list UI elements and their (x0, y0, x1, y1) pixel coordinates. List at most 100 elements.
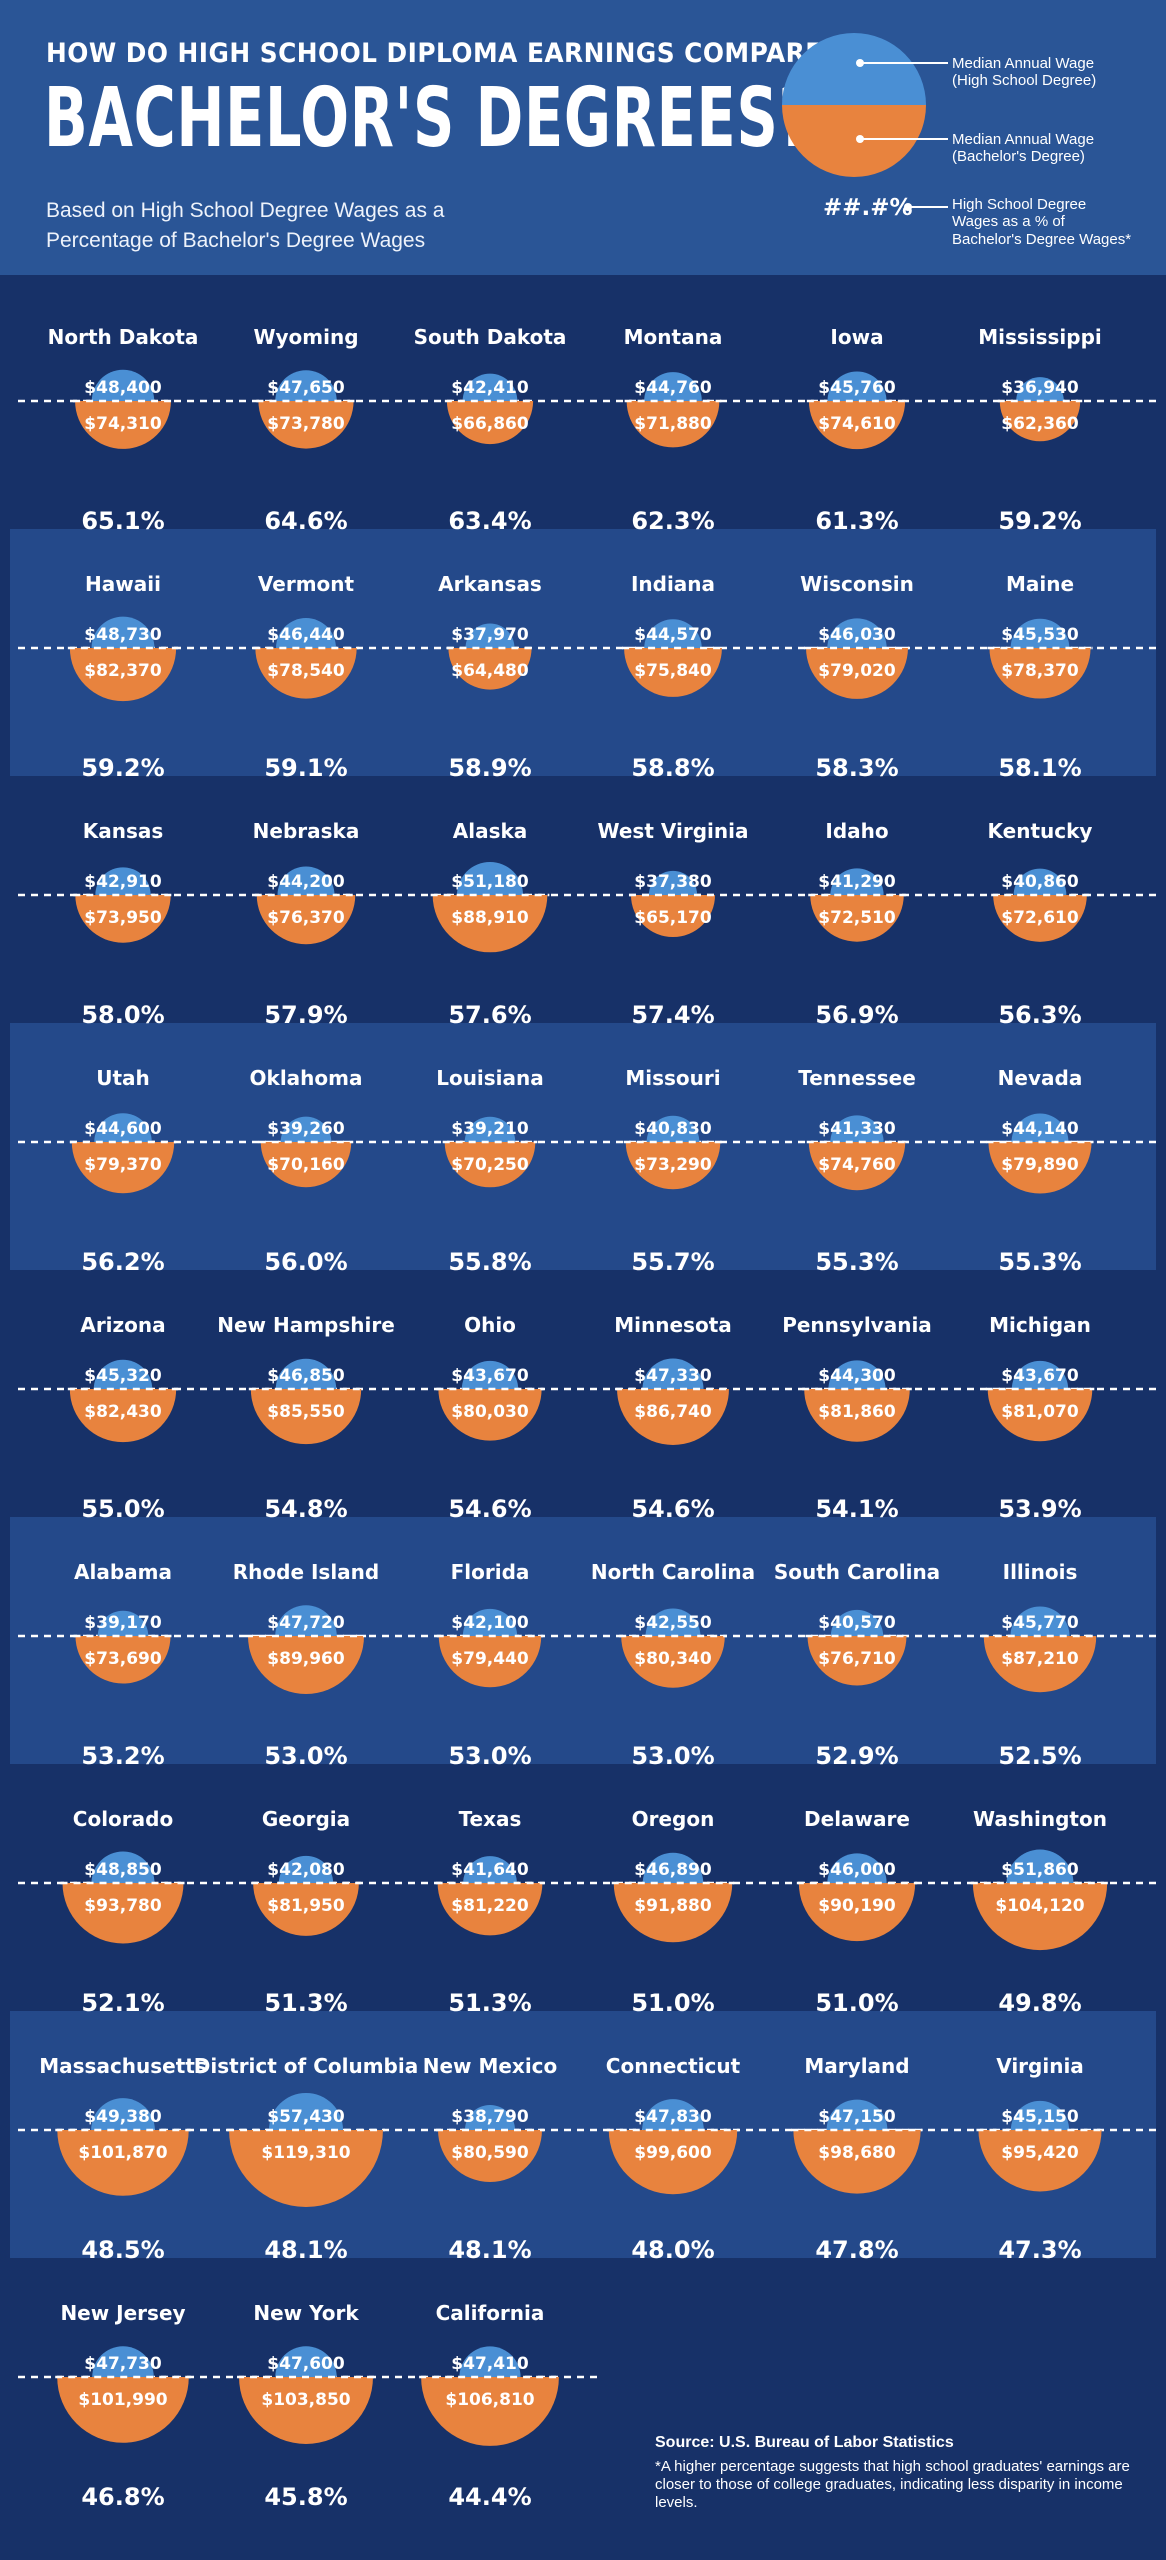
ba-wage-label: $72,510 (818, 908, 896, 928)
page-title: BACHELOR'S DEGREES? (44, 71, 813, 166)
hs-wage-semicircle (1011, 1113, 1069, 1142)
ba-wage-label: $79,890 (1001, 1155, 1079, 1175)
state-label: Maryland (804, 2054, 909, 2078)
hs-wage-semicircle (1010, 2100, 1070, 2130)
ba-wage-semicircle (444, 1142, 536, 1188)
ba-wage-semicircle (229, 2130, 383, 2207)
ba-wage-label: $76,370 (267, 908, 345, 928)
source-title: Source: U.S. Bureau of Labor Statistics (655, 2434, 954, 2451)
ba-wage-label: $90,190 (818, 1896, 896, 1916)
percentage-label: 49.8% (998, 1989, 1081, 2017)
state-label: Texas (459, 1807, 522, 1831)
percentage-label: 56.0% (264, 1248, 347, 1276)
ba-wage-semicircle (978, 2130, 1102, 2192)
percentage-label: 53.0% (448, 1742, 531, 1770)
state-label: Maine (1006, 572, 1074, 596)
percentage-label: 47.3% (998, 2236, 1081, 2264)
ba-wage-semicircle (75, 895, 171, 943)
state-label: Montana (624, 325, 723, 349)
ba-wage-semicircle (247, 1636, 365, 1694)
state-label: Virginia (996, 2054, 1084, 2078)
ba-wage-semicircle (71, 1142, 175, 1194)
ba-wage-semicircle (421, 2377, 559, 2446)
percentage-label: 52.1% (81, 1989, 164, 2017)
hs-wage-semicircle (464, 2104, 516, 2130)
hs-wage-semicircle (1010, 618, 1070, 648)
ba-wage-label: $74,610 (818, 414, 896, 434)
percentage-label: 45.8% (264, 2483, 347, 2511)
legend-pct-line-3: Bachelor's Degree Wages* (952, 230, 1132, 248)
percentage-label: 62.3% (631, 507, 714, 535)
hs-wage-label: $41,290 (818, 872, 896, 892)
hs-wage-semicircle (275, 1358, 337, 1389)
hs-wage-label: $47,600 (267, 2354, 345, 2374)
state-label: District of Columbia (194, 2054, 418, 2078)
state-label: Idaho (825, 819, 888, 843)
legend-pct-sample: ##.#% (823, 195, 913, 221)
state-label: New Mexico (423, 2054, 558, 2078)
ba-wage-label: $79,020 (818, 661, 896, 681)
state-label: Arizona (80, 1313, 165, 1337)
ba-wage-semicircle (253, 1883, 359, 1936)
hs-wage-semicircle (93, 1359, 153, 1389)
percentage-label: 56.9% (815, 1001, 898, 1029)
ba-wage-label: $85,550 (267, 1402, 345, 1422)
ba-wage-semicircle (630, 895, 716, 938)
hs-wage-label: $42,910 (84, 872, 162, 892)
hs-wage-label: $46,000 (818, 1860, 896, 1880)
state-label: Nebraska (253, 819, 360, 843)
state-label: California (436, 2301, 545, 2325)
percentage-label: 53.9% (998, 1495, 1081, 1523)
state-label: Wyoming (253, 325, 358, 349)
state-label: New York (253, 2301, 359, 2325)
hs-wage-semicircle (276, 618, 336, 648)
percentage-label: 55.3% (998, 1248, 1081, 1276)
ba-wage-label: $65,170 (634, 908, 712, 928)
state-label: Colorado (73, 1807, 173, 1831)
percentage-label: 58.3% (815, 754, 898, 782)
percentage-label: 53.0% (264, 1742, 347, 1770)
hs-wage-semicircle (642, 1358, 704, 1389)
ba-wage-semicircle (972, 1883, 1108, 1951)
legend-pct-pointer-dot (904, 203, 912, 211)
ba-wage-label: $74,760 (818, 1155, 896, 1175)
percentage-label: 58.0% (81, 1001, 164, 1029)
hs-wage-semicircle (456, 861, 524, 895)
hs-wage-label: $45,770 (1001, 1613, 1079, 1633)
ba-wage-semicircle (806, 648, 908, 699)
ba-wage-semicircle (798, 1883, 916, 1942)
percentage-label: 58.8% (631, 754, 714, 782)
hs-wage-label: $47,720 (267, 1613, 345, 1633)
ba-wage-semicircle (75, 1636, 171, 1684)
ba-wage-label: $104,120 (995, 1896, 1084, 1916)
hs-wage-label: $44,140 (1001, 1119, 1079, 1139)
percentage-label: 54.1% (815, 1495, 898, 1523)
hs-wage-semicircle (828, 1360, 886, 1389)
ba-wage-label: $78,540 (267, 661, 345, 681)
hs-wage-label: $46,850 (267, 1366, 345, 1386)
hs-wage-label: $42,100 (451, 1613, 529, 1633)
ba-wage-label: $99,600 (634, 2143, 712, 2163)
hs-wage-semicircle (830, 1115, 884, 1142)
state-label: Alabama (74, 1560, 172, 1584)
legend-pct-label: High School Degree Wages as a % of Bache… (952, 196, 1131, 248)
state-label: Nevada (998, 1066, 1083, 1090)
ba-wage-label: $93,780 (84, 1896, 162, 1916)
state-label: Washington (973, 1807, 1107, 1831)
hs-wage-label: $48,850 (84, 1860, 162, 1880)
percentage-label: 53.2% (81, 1742, 164, 1770)
hs-wage-semicircle (91, 2098, 155, 2130)
state-label: South Dakota (414, 325, 567, 349)
hs-wage-label: $44,570 (634, 625, 712, 645)
hs-wage-semicircle (827, 618, 887, 648)
hs-wage-label: $40,570 (818, 1613, 896, 1633)
percentage-label: 48.1% (448, 2236, 531, 2264)
ba-wage-semicircle (807, 1636, 907, 1686)
ba-wage-label: $71,880 (634, 414, 712, 434)
state-label: North Dakota (48, 325, 199, 349)
hs-wage-semicircle (91, 616, 155, 648)
ba-wage-semicircle (448, 648, 532, 690)
percentage-label: 53.0% (631, 1742, 714, 1770)
hs-wage-label: $51,860 (1001, 1860, 1079, 1880)
ba-wage-label: $89,960 (267, 1649, 345, 1669)
